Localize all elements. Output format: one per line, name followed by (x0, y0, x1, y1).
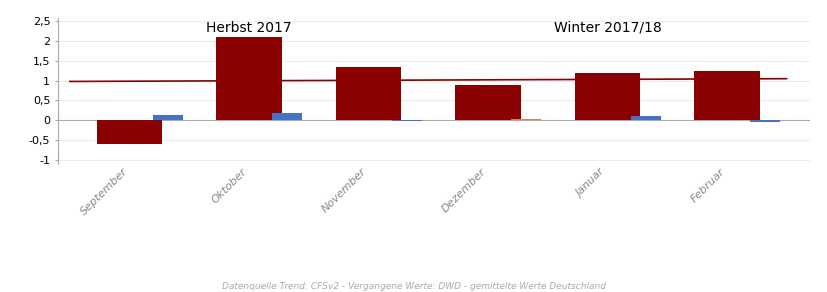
Bar (575, 73, 640, 120)
Bar (750, 120, 780, 122)
Bar (216, 37, 282, 120)
Text: Datenquelle Trend: CFSv2 - Vergangene Werte: DWD - gemittelte Werte Deutschland: Datenquelle Trend: CFSv2 - Vergangene We… (222, 281, 605, 291)
Bar (631, 116, 661, 120)
Bar (153, 115, 183, 120)
Bar (336, 67, 401, 120)
Text: Herbst 2017: Herbst 2017 (206, 21, 292, 35)
Bar (392, 120, 422, 121)
Bar (511, 119, 541, 120)
Bar (455, 85, 521, 120)
Text: Winter 2017/18: Winter 2017/18 (553, 21, 662, 35)
Bar (694, 71, 760, 120)
Bar (97, 120, 162, 144)
Bar (272, 113, 302, 120)
